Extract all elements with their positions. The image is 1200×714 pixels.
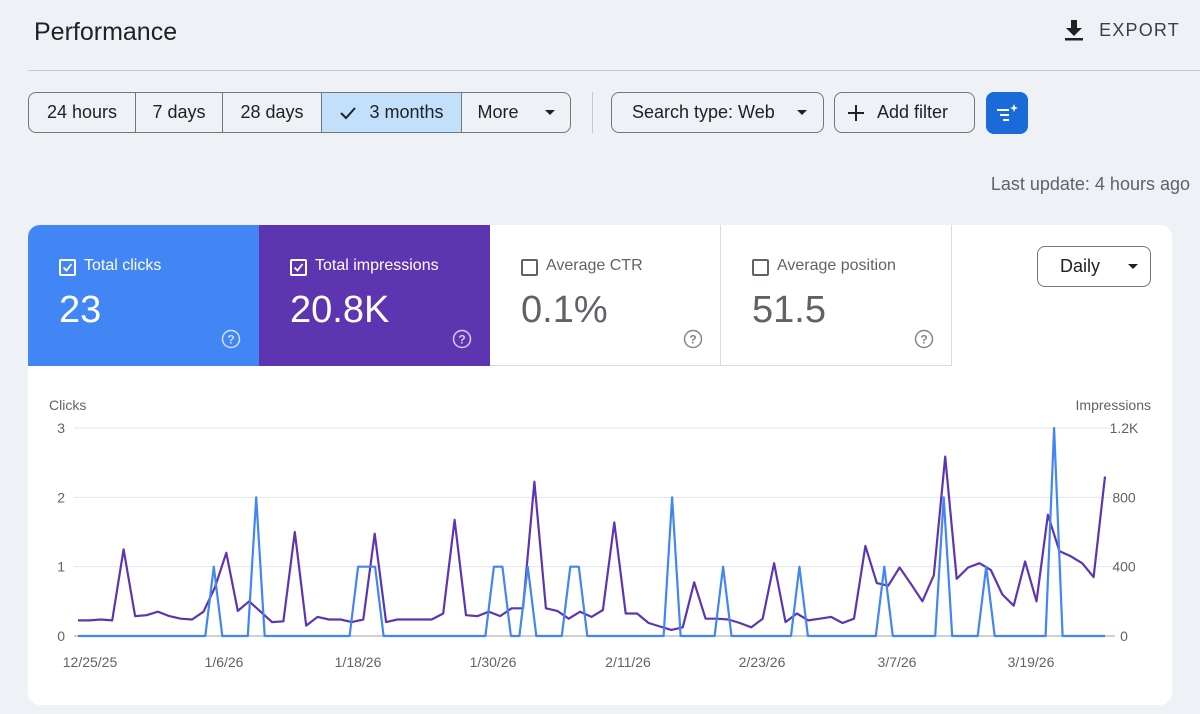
last-update-text: Last update: 4 hours ago: [990, 174, 1190, 194]
clicks-line: [78, 426, 1105, 638]
y-left-tick-label: 3: [57, 420, 65, 436]
caret-down-icon: [1128, 264, 1139, 269]
granularity-dropdown[interactable]: Daily: [1037, 246, 1151, 287]
metric-average-ctr[interactable]: Average CTR 0.1% ?: [490, 225, 721, 366]
range-label: More: [477, 102, 519, 122]
range-more-dropdown[interactable]: More: [462, 93, 570, 132]
x-tick-label: 1/18/26: [335, 654, 382, 670]
performance-card: Total clicks 23 ? Total impressions 20.8…: [28, 225, 1172, 705]
x-tick-label: 3/7/26: [878, 654, 917, 670]
download-icon: [1065, 20, 1084, 41]
y-axis-right-title: Impressions: [1076, 397, 1151, 413]
y-left-tick-label: 2: [57, 489, 65, 505]
caret-down-icon: [796, 110, 807, 115]
metric-value: 0.1%: [521, 289, 608, 331]
granularity-label: Daily: [1060, 256, 1101, 276]
ai-filter-button[interactable]: [986, 92, 1028, 134]
help-icon[interactable]: ?: [221, 329, 241, 349]
sparkle-filter-icon: [997, 104, 1018, 121]
svg-text:?: ?: [458, 333, 465, 347]
svg-text:?: ?: [689, 333, 696, 347]
svg-text:?: ?: [227, 333, 234, 347]
y-right-tick-label: 400: [1112, 559, 1136, 575]
x-tick-label: 1/30/26: [470, 654, 517, 670]
range-7-days[interactable]: 7 days: [136, 93, 223, 132]
y-right-tick-label: 800: [1112, 489, 1136, 505]
checkbox-checked-icon[interactable]: [290, 259, 307, 276]
range-24-hours[interactable]: 24 hours: [29, 93, 136, 132]
search-type-label: Search type: Web: [632, 102, 775, 122]
checkmark-icon: [340, 106, 357, 119]
svg-text:?: ?: [920, 333, 927, 347]
date-range-selector: 24 hours 7 days 28 days 3 months More: [28, 92, 571, 133]
add-filter-label: Add filter: [877, 102, 949, 122]
x-tick-label: 3/19/26: [1008, 654, 1055, 670]
metric-label: Average CTR: [546, 257, 643, 274]
metric-value: 51.5: [752, 289, 826, 331]
checkbox-unchecked-icon[interactable]: [521, 259, 538, 276]
help-icon[interactable]: ?: [914, 329, 934, 349]
help-icon[interactable]: ?: [683, 329, 703, 349]
range-label: 24 hours: [46, 102, 118, 122]
range-label: 28 days: [240, 102, 304, 122]
y-right-tick-label: 0: [1120, 628, 1128, 644]
toolbar-separator: [592, 92, 593, 133]
export-button[interactable]: EXPORT: [1063, 16, 1180, 44]
performance-chart: Clicks Impressions 0 1 2 3 0 400 800 1.2K 12/2…: [49, 397, 1151, 670]
metric-average-position[interactable]: Average position 51.5 ?: [721, 225, 952, 366]
range-3-months[interactable]: 3 months: [322, 93, 462, 132]
metric-total-impressions[interactable]: Total impressions 20.8K ?: [259, 225, 490, 366]
range-28-days[interactable]: 28 days: [223, 93, 322, 132]
add-filter-button[interactable]: Add filter: [834, 92, 975, 133]
x-tick-label: 1/6/26: [205, 654, 244, 670]
x-tick-label: 2/11/26: [605, 654, 651, 670]
page-title: Performance: [34, 18, 178, 46]
checkbox-checked-icon[interactable]: [59, 259, 76, 276]
header-divider: [28, 70, 1200, 71]
metric-label: Total clicks: [84, 257, 162, 274]
caret-down-icon: [544, 110, 555, 115]
metric-total-clicks[interactable]: Total clicks 23 ?: [28, 225, 259, 366]
checkbox-unchecked-icon[interactable]: [752, 259, 769, 276]
x-tick-label: 2/23/26: [739, 654, 786, 670]
plus-icon: [848, 104, 864, 121]
export-label: EXPORT: [1099, 19, 1180, 40]
y-axis-left-title: Clicks: [49, 397, 86, 413]
range-label: 7 days: [152, 102, 206, 122]
metric-value: 23: [59, 289, 102, 331]
y-right-tick-label: 1.2K: [1110, 420, 1139, 436]
y-left-tick-label: 1: [57, 559, 65, 575]
search-type-dropdown[interactable]: Search type: Web: [611, 92, 824, 133]
help-icon[interactable]: ?: [452, 329, 472, 349]
metric-value: 20.8K: [290, 289, 390, 331]
range-label: 3 months: [369, 102, 444, 122]
metric-label: Average position: [777, 257, 896, 274]
x-tick-label: 12/25/25: [63, 654, 118, 670]
y-left-tick-label: 0: [57, 628, 65, 644]
metric-label: Total impressions: [315, 257, 439, 274]
